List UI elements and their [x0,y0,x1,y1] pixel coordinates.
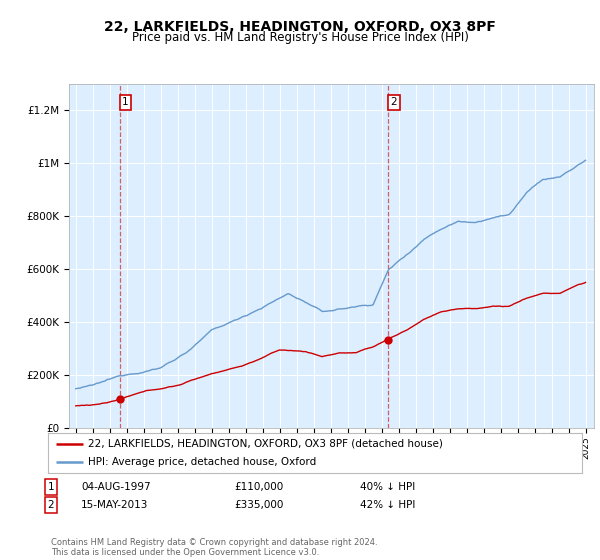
Text: 1: 1 [122,97,129,108]
Text: 42% ↓ HPI: 42% ↓ HPI [360,500,415,510]
Text: 22, LARKFIELDS, HEADINGTON, OXFORD, OX3 8PF: 22, LARKFIELDS, HEADINGTON, OXFORD, OX3 … [104,20,496,34]
Text: 40% ↓ HPI: 40% ↓ HPI [360,482,415,492]
Text: £335,000: £335,000 [234,500,283,510]
Text: 22, LARKFIELDS, HEADINGTON, OXFORD, OX3 8PF (detached house): 22, LARKFIELDS, HEADINGTON, OXFORD, OX3 … [88,439,443,449]
Text: Contains HM Land Registry data © Crown copyright and database right 2024.
This d: Contains HM Land Registry data © Crown c… [51,538,377,557]
Text: Price paid vs. HM Land Registry's House Price Index (HPI): Price paid vs. HM Land Registry's House … [131,31,469,44]
Text: HPI: Average price, detached house, Oxford: HPI: Average price, detached house, Oxfo… [88,458,316,467]
Text: £110,000: £110,000 [234,482,283,492]
Text: 15-MAY-2013: 15-MAY-2013 [81,500,148,510]
Text: 2: 2 [47,500,55,510]
Text: 1: 1 [47,482,55,492]
Text: 2: 2 [391,97,397,108]
Text: 04-AUG-1997: 04-AUG-1997 [81,482,151,492]
